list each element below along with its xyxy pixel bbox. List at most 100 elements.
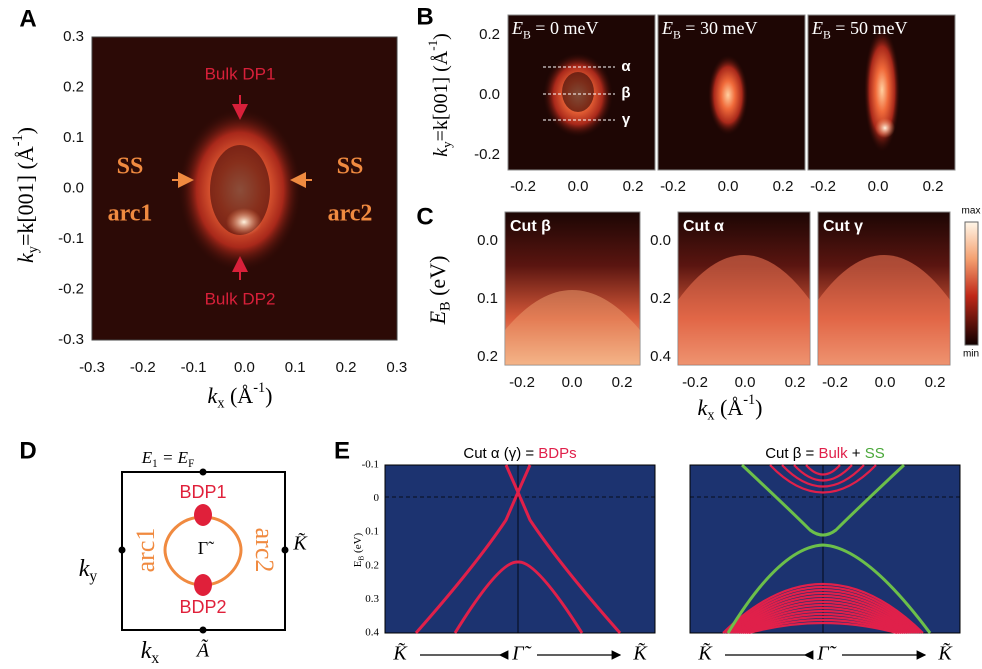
x-tick-label: 0.0 [568,178,589,195]
band-line [728,591,918,634]
band-line [722,582,924,634]
x-axis-label-part: ) [265,383,272,408]
y-axis-label-part: y [26,245,42,253]
y-tick-label: 0.2 [479,26,500,43]
map-title-part: E [661,18,673,38]
y-tick-label: 0.1 [63,129,84,146]
band-line [769,464,877,494]
panel-label: D [19,437,36,464]
y-tick-label: 0.1 [365,526,379,538]
x-tick-label: 0.2 [773,178,794,195]
band-line [748,621,898,635]
x-axis-label-part: -1 [253,380,265,396]
point-label: K̃ [292,531,308,554]
annotation: SS [337,154,364,180]
plot-title: Cut α (γ) = BDPs [463,445,576,462]
panel-a-image [91,36,398,341]
point-label: BDP2 [179,597,226,617]
axis-label: kx [141,638,160,667]
y-axis-label-part: k [13,252,38,263]
x-tick-label: 0.0 [562,374,583,391]
y-tick-label: 0.0 [477,232,498,249]
title-part: Cut β = [765,445,818,462]
x-tick-label: 0.2 [612,374,633,391]
x-tick-label: 0.0 [868,178,889,195]
title-part: SS [865,445,885,462]
band-line [732,598,914,634]
y-tick-label: 0.3 [63,28,84,45]
panel-e-plots [384,463,961,660]
y-tick-label: 0.0 [479,86,500,103]
x-axis-label: kx (Å-1) [208,380,273,411]
x-tick-label: 0.0 [234,359,255,376]
y-tick-label: -0.1 [362,459,379,471]
x-tick-label: 0.2 [925,374,946,391]
x-tick-label: -0.2 [822,374,848,391]
y-tick-label: 0.2 [63,78,84,95]
arc-label: arc2 [250,528,279,573]
point-label: Ã [195,638,210,662]
y-axis-label: EB (eV) [352,532,365,567]
band-line [738,606,908,634]
y-axis-label-part: B [357,555,365,560]
map-title: EB = 0 meV [511,18,598,41]
x-tick-label: -0.2 [509,374,535,391]
y-axis-label-part: -1 [10,134,26,146]
y-tick-label: -0.2 [474,146,500,163]
y-axis-label-part: B [438,301,454,311]
x-axis-label-part: (Å [714,395,743,420]
band-line [781,464,865,488]
x-tick-label: 0.2 [623,178,644,195]
annotation: SS [117,154,144,180]
arc-label: arc1 [131,528,160,573]
y-tick-label: -0.1 [58,230,84,247]
energy-label-part: 1 [152,458,158,470]
cut-title: Cut β [510,218,551,235]
colorbar-label: max [962,206,981,217]
cut-title: Cut α [683,218,724,235]
band-line [730,595,916,634]
x-axis-label-part: x [217,396,224,412]
x-tick-label: -0.2 [810,178,836,195]
x-tick-label: 0.2 [336,359,357,376]
y-axis-label-part: ) [430,33,452,40]
y-tick-label: 0.0 [650,232,671,249]
x-tick-label: 0.0 [718,178,739,195]
axis-label-part: k [141,638,152,664]
cut-label: β [621,84,630,101]
title-part: BDPs [538,445,576,462]
x-point-label: Γ̃ [511,643,531,665]
plot-title: Cut β = Bulk + SS [765,445,885,462]
axis-label-part: x [151,650,159,667]
axis-label-part: k [79,556,90,582]
x-tick-label: -0.1 [181,359,207,376]
energy-label: E1 = EF [141,448,194,470]
annotation: Bulk DP2 [205,289,276,308]
y-axis-label-part: (eV) [425,256,450,302]
energy-label-part: = E [158,448,189,467]
map-title-part: = 50 meV [831,18,908,38]
annotation: arc2 [328,201,373,227]
panel-label: B [416,3,433,30]
band-line [740,609,906,634]
y-axis-label-part: =k[001] (Å [430,50,452,141]
y-tick-label: 0.1 [477,290,498,307]
cut-label: α [621,58,631,75]
x-point-label: K̃ [392,641,408,664]
colorbar-label: min [963,349,979,360]
y-axis-label: ky=k[001] (Å-1) [425,33,454,157]
x-tick-label: 0.2 [785,374,806,391]
map-title: EB = 30 meV [661,18,757,41]
y-tick-label: 0.4 [365,627,379,639]
x-point-label: K̃ [697,641,713,664]
y-tick-label: 0 [374,492,380,504]
x-tick-label: 0.0 [735,374,756,391]
point-label: Γ̃ [198,538,214,558]
y-axis-label-part: =k[001] (Å [13,146,38,246]
panel-c-images [504,211,979,366]
energy-label-part: E [141,448,153,467]
y-tick-label: 0.0 [63,179,84,196]
axis-label-part: y [89,568,97,585]
title-part: Bulk [818,445,848,462]
